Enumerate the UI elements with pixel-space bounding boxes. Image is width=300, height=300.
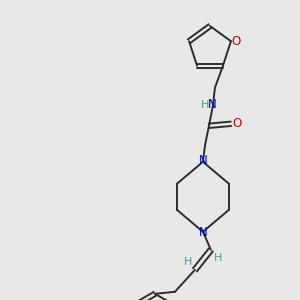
Text: H: H xyxy=(201,100,209,110)
Text: N: N xyxy=(208,98,216,111)
Text: H: H xyxy=(184,257,192,267)
Text: O: O xyxy=(232,117,242,130)
Text: N: N xyxy=(199,154,207,167)
Text: O: O xyxy=(231,35,241,48)
Text: N: N xyxy=(199,226,207,239)
Text: H: H xyxy=(214,253,222,263)
